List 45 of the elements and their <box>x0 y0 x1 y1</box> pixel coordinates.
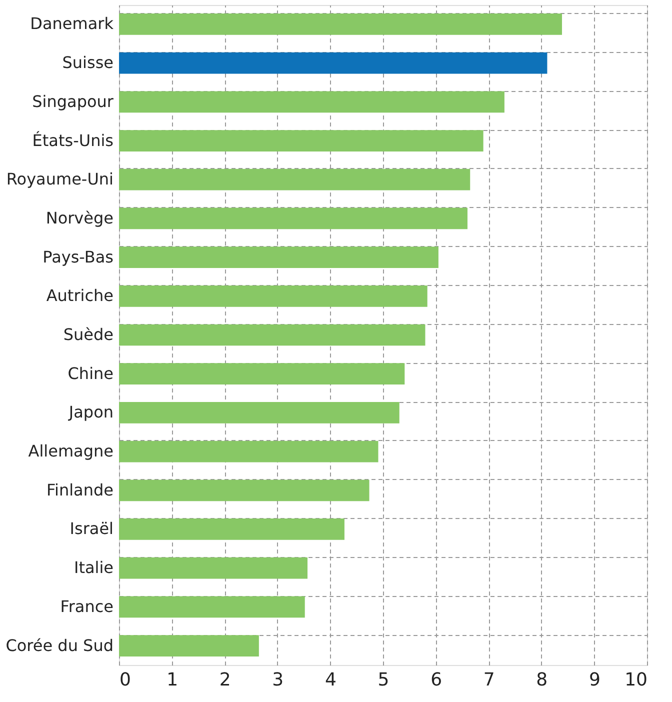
x-tick-label: 1 <box>166 670 178 690</box>
bar <box>119 596 305 618</box>
y-tick-label: Corée du Sud <box>6 636 114 655</box>
y-tick-label: Allemagne <box>28 442 114 461</box>
y-tick-label: Suède <box>63 325 114 344</box>
y-tick-label: Suisse <box>62 53 114 72</box>
x-tick-label: 4 <box>324 670 336 690</box>
y-tick-label: États-Unis <box>32 130 114 150</box>
x-tick-label: 8 <box>536 670 548 690</box>
x-tick-label: 10 <box>624 670 648 690</box>
bar <box>119 91 504 113</box>
y-tick-label: Japon <box>68 402 114 422</box>
y-tick-label: Israël <box>70 519 114 538</box>
bar <box>119 518 344 540</box>
x-tick-label: 3 <box>272 670 284 690</box>
x-tick-label: 0 <box>120 670 131 690</box>
bar <box>119 557 308 579</box>
bar <box>119 324 426 346</box>
bar <box>119 208 468 230</box>
y-tick-label: Chine <box>68 364 114 383</box>
bar <box>119 246 438 268</box>
bar <box>119 363 405 385</box>
x-tick-label: 2 <box>219 670 231 690</box>
x-tick-label: 5 <box>378 670 390 690</box>
x-tick-label: 9 <box>588 670 600 690</box>
bar <box>119 440 378 462</box>
y-tick-label: Pays-Bas <box>42 247 114 266</box>
x-tick-label: 7 <box>483 670 495 690</box>
y-tick-label: Royaume-Uni <box>6 170 114 189</box>
bar <box>119 52 548 74</box>
bar <box>119 14 562 35</box>
bar <box>119 635 259 656</box>
bar <box>119 168 470 190</box>
y-tick-label: Danemark <box>30 14 114 34</box>
bar <box>119 402 400 424</box>
y-tick-label: Autriche <box>46 286 114 306</box>
bar <box>119 480 370 502</box>
bar <box>119 285 428 307</box>
y-tick-label: Singapour <box>32 92 114 111</box>
y-tick-label: Finlande <box>46 480 114 500</box>
bar <box>119 130 484 152</box>
y-tick-label: Italie <box>74 558 114 578</box>
x-tick-label: 6 <box>430 670 442 690</box>
y-tick-label: Norvège <box>46 208 114 228</box>
y-tick-label: France <box>60 596 114 616</box>
